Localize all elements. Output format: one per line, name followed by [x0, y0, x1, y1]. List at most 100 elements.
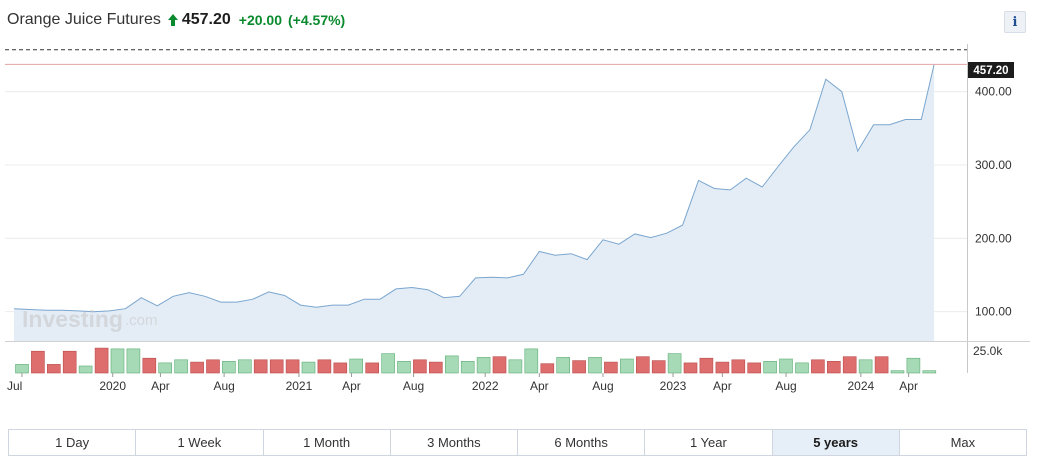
volume-bar: [381, 353, 395, 374]
volume-bar: [635, 356, 650, 374]
info-button[interactable]: i: [1004, 11, 1026, 33]
x-tick-label: Apr: [342, 379, 361, 393]
x-axis-labels: Jul 2020 Apr Aug 2021 Apr Aug 2022 Apr Aug 2023 Apr…: [7, 373, 918, 393]
volume-bar: [731, 359, 746, 374]
tab-1-day[interactable]: 1 Day: [9, 430, 137, 455]
x-tick-label: Jul: [7, 379, 22, 393]
volume-bar: [206, 359, 220, 374]
volume-bar: [158, 362, 172, 374]
volume-bar: [779, 358, 793, 374]
volume-bar: [31, 350, 45, 374]
tab-1-year[interactable]: 1 Year: [645, 430, 773, 455]
tab-1-week[interactable]: 1 Week: [136, 430, 264, 455]
volume-bar: [524, 348, 539, 374]
volume-bar: [556, 357, 571, 374]
volume-bar: [222, 360, 236, 374]
range-tabs: 1 Day 1 Week 1 Month 3 Months 6 Months 1 Year…: [8, 429, 1027, 456]
volume-bar: [826, 360, 841, 374]
volume-bar: [397, 360, 411, 374]
volume-scale-label: 25.0k: [973, 344, 1003, 358]
volume-bar: [842, 356, 857, 374]
x-tick-label: 2024: [848, 379, 875, 393]
volume-bar: [747, 362, 762, 374]
volume-bar: [174, 359, 188, 374]
x-tick-label: 2023: [660, 379, 687, 393]
volume-bar: [540, 363, 555, 374]
volume-bar: [365, 362, 380, 374]
volume-bar: [190, 361, 204, 374]
volume-bar: [110, 348, 125, 374]
volume-bar: [413, 359, 427, 374]
volume-bar: [763, 360, 777, 374]
tab-3-months[interactable]: 3 Months: [391, 430, 518, 455]
watermark-brand: Investing: [22, 306, 123, 332]
volume-bar: [62, 350, 77, 374]
price-chart[interactable]: Investing .com 100.00200.00300.00400.00 …: [0, 0, 1037, 425]
y-tick-label: 200.00: [975, 231, 1012, 245]
volume-bar: [699, 357, 714, 374]
price-area: [14, 64, 935, 341]
x-tick-label: Apr: [151, 379, 170, 393]
volume-bar: [715, 361, 730, 374]
volume-bar: [142, 357, 157, 374]
x-tick-label: 2020: [99, 379, 126, 393]
volume-bar: [795, 362, 809, 374]
volume-bar: [683, 362, 698, 374]
info-icon: i: [1012, 14, 1018, 30]
tab-6-months[interactable]: 6 Months: [518, 430, 646, 455]
volume-bars: [15, 347, 937, 374]
volume-bar: [906, 357, 921, 374]
watermark-suffix: .com: [125, 312, 158, 329]
watermark: Investing .com: [22, 306, 158, 332]
volume-bar: [572, 360, 586, 374]
volume-bar: [492, 356, 507, 374]
y-tick-label: 400.00: [975, 85, 1012, 99]
volume-bar: [285, 359, 300, 374]
volume-bar: [476, 357, 491, 374]
x-tick-label: 2021: [286, 379, 313, 393]
current-price-badge: 457.20: [968, 62, 1014, 78]
y-tick-label: 300.00: [975, 158, 1012, 172]
tab-5-years[interactable]: 5 years: [772, 430, 900, 455]
volume-bar: [604, 361, 618, 374]
volume-bar: [253, 359, 268, 374]
y-axis-labels: 100.00 200.00 300.00 400.00: [975, 85, 1012, 319]
x-tick-label: Aug: [592, 379, 613, 393]
volume-bar: [858, 359, 873, 374]
volume-bar: [428, 361, 443, 374]
volume-bar: [460, 360, 475, 374]
volume-bar: [333, 362, 348, 374]
x-tick-label: Aug: [213, 379, 234, 393]
volume-bar: [269, 359, 284, 374]
price-change-percent: (+4.57%): [288, 12, 346, 28]
volume-bar: [78, 365, 93, 374]
tab-max[interactable]: Max: [950, 435, 976, 450]
volume-bar: [94, 347, 109, 374]
y-tick-label: 100.00: [975, 305, 1012, 319]
volume-bar: [890, 370, 905, 374]
x-tick-label: Aug: [775, 379, 796, 393]
volume-bar: [874, 356, 889, 374]
x-tick-label: Apr: [530, 379, 549, 393]
x-tick-label: Apr: [899, 379, 918, 393]
instrument-title: Orange Juice Futures: [7, 11, 161, 28]
x-tick-label: Aug: [403, 379, 424, 393]
volume-bar: [620, 358, 634, 374]
price-line: [13, 64, 935, 313]
quote-header: Orange Juice Futures 457.20 +20.00 (+4.5…: [7, 9, 345, 31]
volume-bar: [349, 358, 364, 374]
volume-bar: [651, 360, 666, 374]
volume-bar: [317, 359, 332, 374]
volume-bar: [588, 357, 602, 374]
volume-bar: [46, 364, 61, 374]
up-arrow-icon: [167, 13, 179, 27]
price-change: +20.00: [238, 12, 283, 28]
last-price: 457.20: [181, 11, 231, 28]
volume-bar: [667, 353, 682, 374]
volume-bar: [238, 359, 252, 374]
volume-bar: [301, 361, 316, 374]
tab-1-month[interactable]: 1 Month: [264, 430, 391, 455]
volume-bar: [508, 359, 523, 374]
x-tick-label: Apr: [713, 379, 732, 393]
current-price-label: 457.20: [973, 65, 1008, 77]
